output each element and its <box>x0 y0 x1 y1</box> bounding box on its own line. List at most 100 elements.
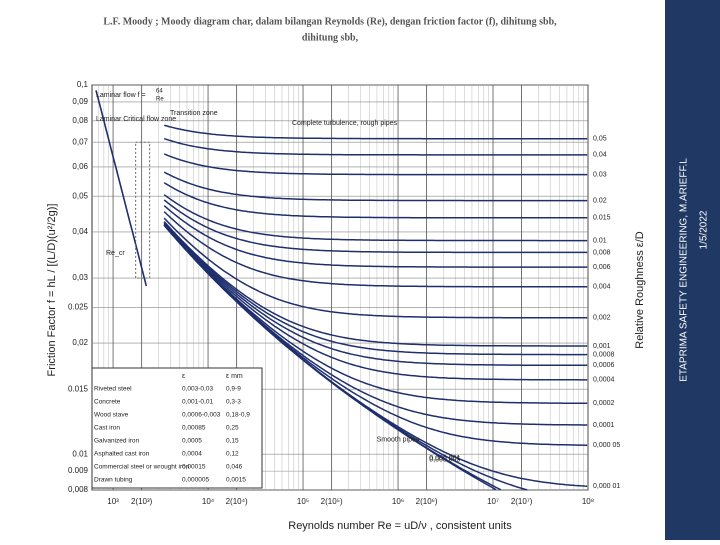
roughness-curve <box>163 224 588 405</box>
y-tick-label: 0,04 <box>72 227 88 236</box>
side-bar <box>665 0 720 540</box>
roughness-label: 0.02 <box>593 197 607 204</box>
x-tick-label: 2(10⁷) <box>511 497 533 506</box>
x-tick-label: 10³ <box>107 497 119 506</box>
roughness-curve <box>163 217 588 319</box>
y-tick-label: 0.015 <box>68 384 89 393</box>
y2-axis-title: Relative Roughness ε/D <box>634 231 646 348</box>
y-tick-label: 0,06 <box>72 162 88 171</box>
table-cell: 0,000005 <box>182 477 209 484</box>
x-tick-label: 10⁷ <box>487 497 499 506</box>
y-tick-label: 0.025 <box>68 302 89 311</box>
table-cell: 0,0005 <box>182 438 202 445</box>
table-cell: Drawn tubing <box>94 477 133 484</box>
org-text: ETAPRIMA SAFETY ENGINEERING, M.ARIEFF.L <box>679 158 690 382</box>
zone-label: Complete turbulence, rough pipes <box>292 120 398 127</box>
roughness-curve <box>163 223 588 381</box>
y-tick-label: 0,09 <box>72 97 88 106</box>
roughness-curve <box>164 124 588 140</box>
x-tick-label: 2(10⁵) <box>321 497 343 506</box>
x-tick-label: 10⁸ <box>582 497 594 506</box>
roughness-curve <box>163 221 588 356</box>
laminar-label: Laminar flow f = <box>96 92 146 99</box>
table-cell: Cast iron <box>94 425 120 432</box>
table-header: ε <box>182 373 185 380</box>
table-cell: 0,0006-0,003 <box>182 412 221 419</box>
chart-subtitle: dihitung sbb, <box>302 32 359 43</box>
table-cell: Asphalted cast iron <box>94 451 150 458</box>
roughness-curve <box>163 182 588 219</box>
y-tick-label: 0,08 <box>72 116 88 125</box>
x-tick-label: 10⁶ <box>392 497 404 506</box>
table-header: ε mm <box>226 373 243 380</box>
x-tick-label: 2(10⁶) <box>416 497 438 506</box>
y-tick-label: 0,03 <box>72 273 88 282</box>
y-tick-label: 0,05 <box>72 191 88 200</box>
table-cell: 0,00015 <box>182 464 206 471</box>
roughness-label: 0,000 001 <box>429 455 460 462</box>
table-cell: 0,18-0,9 <box>226 412 250 419</box>
y-tick-label: 0.01 <box>72 449 88 458</box>
table-cell: Commercial steel or wrought iron <box>94 464 190 471</box>
roughness-label: 0,0006 <box>593 362 615 369</box>
y-tick-label: 0,1 <box>77 80 89 89</box>
roughness-curve <box>163 194 588 242</box>
chart-title: L.F. Moody ; Moody diagram char, dalam b… <box>103 16 557 27</box>
zone-label: Transition zone <box>170 110 218 117</box>
table-cell: 0,15 <box>226 438 239 445</box>
table-cell: 0,9-9 <box>226 386 241 393</box>
roughness-label: 0,04 <box>593 152 607 159</box>
roughness-label: 0.015 <box>593 215 611 222</box>
table-cell: 0,00085 <box>182 425 206 432</box>
table-cell: 0,003-0,03 <box>182 386 213 393</box>
roughness-curve <box>163 153 588 176</box>
table-bg <box>91 367 263 489</box>
roughness-curve <box>163 205 588 268</box>
laminar-line <box>95 90 148 287</box>
table-cell: Concrete <box>94 399 121 406</box>
table-cell: Riveted steel <box>94 386 132 393</box>
roughness-curve <box>163 137 588 156</box>
roughness-curve <box>163 221 588 347</box>
table-cell: Wood stave <box>94 412 129 419</box>
table-cell: 0,25 <box>226 425 239 432</box>
roughness-label: 0,004 <box>593 284 611 291</box>
x-axis-title: Reynolds number Re = uD/ν , consistent u… <box>288 520 512 532</box>
zone-label: Re_cr <box>106 250 125 257</box>
roughness-curve <box>163 171 588 202</box>
x-tick-label: 2(10⁴) <box>226 497 248 506</box>
roughness-label: 0.03 <box>593 171 607 178</box>
roughness-label: 0,05 <box>593 136 607 143</box>
table-cell: 0,046 <box>226 464 243 471</box>
roughness-label: 0,0004 <box>593 377 615 384</box>
table-cell: 0,001-0,01 <box>182 399 213 406</box>
roughness-label: 0,0002 <box>593 400 615 407</box>
roughness-label: 0,0008 <box>593 351 615 358</box>
roughness-label: 0,002 <box>593 315 611 322</box>
table-cell: 0,0015 <box>226 477 246 484</box>
roughness-curve <box>163 199 588 254</box>
laminar-num: 64 <box>156 89 163 95</box>
roughness-label: 0,000 01 <box>593 483 620 490</box>
y-tick-label: 0,008 <box>68 485 89 494</box>
smooth-label: Smooth pipes <box>377 437 420 444</box>
table-cell: Galvanized iron <box>94 438 140 445</box>
roughness-label: 0.01 <box>593 237 607 244</box>
laminar-den: Re <box>156 97 164 103</box>
table-cell: 0,3-3 <box>226 399 241 406</box>
critical-zone <box>135 141 151 279</box>
smooth-curve <box>163 224 497 491</box>
roughness-label: 0,008 <box>593 249 611 256</box>
roughness-label: 0,006 <box>593 264 611 271</box>
table-cell: 0,0004 <box>182 451 202 458</box>
y-tick-label: 0,02 <box>72 338 88 347</box>
y-axis-title: Friction Factor f = hL / [(L/D)(u²/2g)] <box>46 204 58 377</box>
roughness-label: 0,0001 <box>593 422 615 429</box>
y-tick-label: 0.009 <box>68 466 89 475</box>
x-tick-label: 10⁴ <box>202 497 215 506</box>
x-tick-label: 10⁵ <box>297 497 309 506</box>
roughness-curve <box>163 222 588 367</box>
roughness-curve <box>163 211 588 288</box>
roughness-label: 0,001 <box>593 343 611 350</box>
